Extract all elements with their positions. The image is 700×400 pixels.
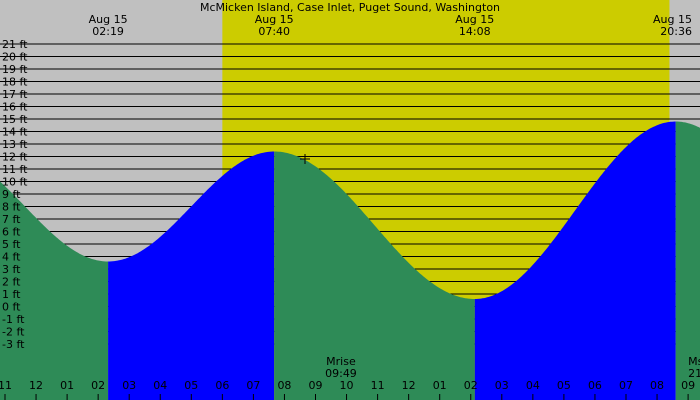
y-tick-label: 7 ft (2, 213, 21, 226)
falling-tide-segment (0, 181, 109, 400)
x-tick-label: 08 (650, 379, 664, 392)
moon-event-label: Mrise (326, 355, 356, 368)
chart-title: McMicken Island, Case Inlet, Puget Sound… (200, 1, 500, 14)
y-tick-label: 16 ft (2, 101, 28, 114)
extreme-date-label: Aug 15 (653, 13, 692, 26)
y-tick-label: 1 ft (2, 288, 21, 301)
y-tick-label: 17 ft (2, 88, 28, 101)
x-tick-label: 02 (91, 379, 105, 392)
y-tick-label: 13 ft (2, 138, 28, 151)
moon-event-label: Ms (688, 355, 700, 368)
y-tick-label: 12 ft (2, 151, 28, 164)
x-tick-label: 02 (464, 379, 478, 392)
y-tick-label: 2 ft (2, 276, 21, 289)
y-tick-label: 4 ft (2, 251, 21, 264)
y-tick-label: 9 ft (2, 188, 21, 201)
rising-tide-segment (108, 151, 275, 400)
extreme-time-label: 20:36 (660, 25, 692, 38)
y-tick-label: 0 ft (2, 301, 21, 314)
extreme-date-label: Aug 15 (255, 13, 294, 26)
x-tick-label: 05 (184, 379, 198, 392)
y-tick-label: -2 ft (2, 326, 25, 339)
current-time-cursor (300, 154, 310, 164)
x-tick-label: 11 (0, 379, 12, 392)
moon-event-time: 21: (688, 367, 700, 380)
x-tick-label: 03 (122, 379, 136, 392)
y-tick-label: -1 ft (2, 313, 25, 326)
y-tick-label: 5 ft (2, 238, 21, 251)
y-tick-label: 18 ft (2, 76, 28, 89)
moon-event-time: 09:49 (325, 367, 357, 380)
x-tick-label: 12 (29, 379, 43, 392)
x-tick-label: 04 (526, 379, 540, 392)
y-tick-label: 21 ft (2, 38, 28, 51)
rising-tide-segment (474, 121, 676, 400)
x-tick-label: 08 (277, 379, 291, 392)
x-tick-label: 10 (340, 379, 354, 392)
x-tick-label: 05 (557, 379, 571, 392)
y-tick-label: -3 ft (2, 338, 25, 351)
x-tick-label: 06 (588, 379, 602, 392)
y-tick-label: 3 ft (2, 263, 21, 276)
falling-tide-segment (274, 151, 475, 400)
y-tick-label: 10 ft (2, 176, 28, 189)
y-tick-label: 14 ft (2, 126, 28, 139)
x-tick-label: 04 (153, 379, 167, 392)
extreme-time-label: 02:19 (92, 25, 124, 38)
extreme-time-label: 07:40 (258, 25, 290, 38)
y-tick-label: 11 ft (2, 163, 28, 176)
x-tick-label: 06 (215, 379, 229, 392)
y-tick-label: 6 ft (2, 226, 21, 239)
x-tick-label: 09 (309, 379, 323, 392)
y-tick-label: 15 ft (2, 113, 28, 126)
tide-area (0, 121, 700, 400)
extreme-date-label: Aug 15 (455, 13, 494, 26)
x-tick-label: 09 (681, 379, 695, 392)
x-tick-label: 11 (371, 379, 385, 392)
extreme-date-label: Aug 15 (89, 13, 128, 26)
x-tick-label: 07 (246, 379, 260, 392)
x-tick-label: 01 (60, 379, 74, 392)
x-tick-label: 03 (495, 379, 509, 392)
x-tick-label: 12 (402, 379, 416, 392)
x-tick-label: 01 (433, 379, 447, 392)
x-tick-label: 07 (619, 379, 633, 392)
extreme-time-label: 14:08 (459, 25, 491, 38)
falling-tide-segment (675, 121, 700, 400)
y-tick-label: 20 ft (2, 51, 28, 64)
y-tick-label: 8 ft (2, 201, 21, 214)
y-tick-label: 19 ft (2, 63, 28, 76)
x-axis-labels: 11 12 01 02 03 04 05 06 07 08 09 10 11 12 01 02 03 04 05 06… (0, 379, 695, 400)
